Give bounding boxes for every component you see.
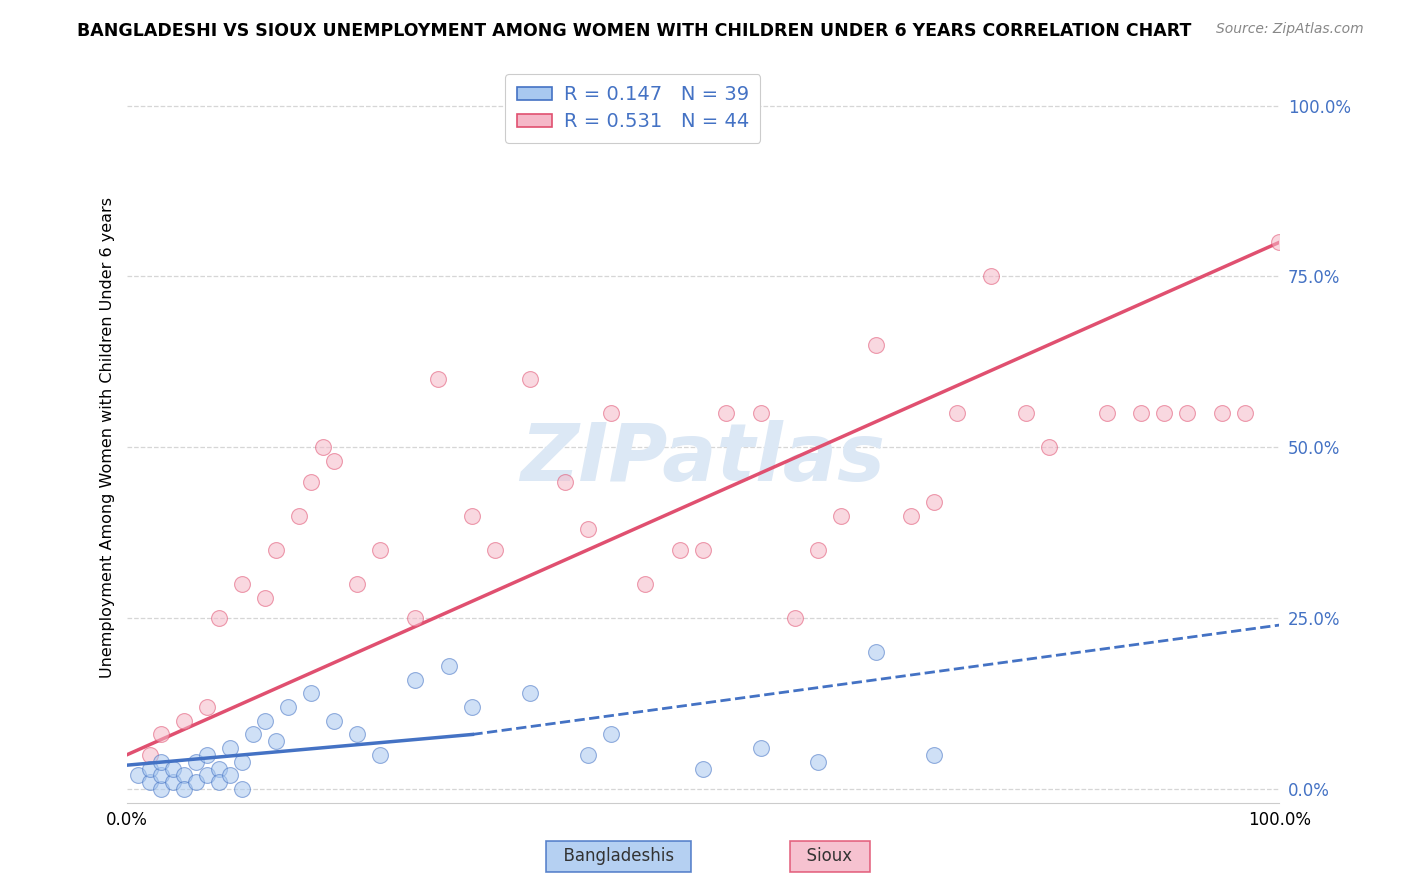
Point — [219, 768, 242, 782]
Point — [138, 775, 160, 789]
Point — [439, 659, 461, 673]
Point — [253, 591, 276, 605]
Point — [162, 775, 184, 789]
Point — [253, 714, 276, 728]
Point — [1130, 406, 1153, 420]
Point — [208, 611, 231, 625]
Point — [576, 522, 599, 536]
Point — [184, 755, 207, 769]
Point — [1038, 440, 1060, 454]
Point — [150, 768, 173, 782]
Point — [461, 508, 484, 523]
Point — [277, 700, 299, 714]
Point — [195, 747, 218, 762]
Point — [1095, 406, 1118, 420]
Point — [150, 755, 173, 769]
Point — [807, 755, 830, 769]
Point — [195, 768, 218, 782]
Point — [195, 700, 218, 714]
Point — [173, 782, 195, 797]
Point — [484, 542, 506, 557]
Point — [922, 495, 945, 509]
Point — [714, 406, 737, 420]
Point — [323, 714, 346, 728]
Point — [1233, 406, 1256, 420]
Point — [1015, 406, 1038, 420]
Point — [231, 577, 253, 591]
Point — [865, 338, 887, 352]
Point — [1153, 406, 1175, 420]
Point — [231, 782, 253, 797]
Point — [785, 611, 807, 625]
Point — [554, 475, 576, 489]
Point — [127, 768, 149, 782]
Point — [669, 542, 692, 557]
Text: Bangladeshis: Bangladeshis — [553, 847, 685, 865]
Point — [980, 269, 1002, 284]
Text: Source: ZipAtlas.com: Source: ZipAtlas.com — [1216, 22, 1364, 37]
Y-axis label: Unemployment Among Women with Children Under 6 years: Unemployment Among Women with Children U… — [100, 196, 115, 678]
Point — [346, 727, 368, 741]
Point — [749, 741, 772, 756]
Point — [519, 372, 541, 386]
Point — [900, 508, 922, 523]
Point — [219, 741, 242, 756]
Point — [266, 542, 288, 557]
Point — [576, 747, 599, 762]
Point — [922, 747, 945, 762]
Point — [404, 673, 426, 687]
Point — [1175, 406, 1198, 420]
Point — [426, 372, 449, 386]
Point — [150, 727, 173, 741]
Point — [173, 714, 195, 728]
Point — [138, 747, 160, 762]
Point — [184, 775, 207, 789]
Point — [749, 406, 772, 420]
Point — [692, 542, 714, 557]
Point — [173, 768, 195, 782]
Point — [323, 454, 346, 468]
Point — [1211, 406, 1233, 420]
Point — [945, 406, 967, 420]
Text: ZIPatlas: ZIPatlas — [520, 420, 886, 498]
Point — [231, 755, 253, 769]
Point — [1268, 235, 1291, 250]
Point — [461, 700, 484, 714]
Point — [138, 762, 160, 776]
Point — [299, 686, 322, 700]
Point — [865, 645, 887, 659]
Point — [368, 542, 391, 557]
Point — [162, 762, 184, 776]
Point — [150, 782, 173, 797]
Point — [208, 775, 231, 789]
Point — [299, 475, 322, 489]
Point — [599, 727, 621, 741]
Point — [208, 762, 231, 776]
Point — [519, 686, 541, 700]
Point — [242, 727, 264, 741]
Point — [311, 440, 333, 454]
Text: Sioux: Sioux — [796, 847, 863, 865]
Point — [634, 577, 657, 591]
Legend: R = 0.147   N = 39, R = 0.531   N = 44: R = 0.147 N = 39, R = 0.531 N = 44 — [505, 74, 761, 143]
Point — [599, 406, 621, 420]
Text: BANGLADESHI VS SIOUX UNEMPLOYMENT AMONG WOMEN WITH CHILDREN UNDER 6 YEARS CORREL: BANGLADESHI VS SIOUX UNEMPLOYMENT AMONG … — [77, 22, 1192, 40]
Point — [368, 747, 391, 762]
Point — [807, 542, 830, 557]
Point — [830, 508, 852, 523]
Point — [346, 577, 368, 591]
Point — [288, 508, 311, 523]
Point — [404, 611, 426, 625]
Point — [266, 734, 288, 748]
Point — [692, 762, 714, 776]
